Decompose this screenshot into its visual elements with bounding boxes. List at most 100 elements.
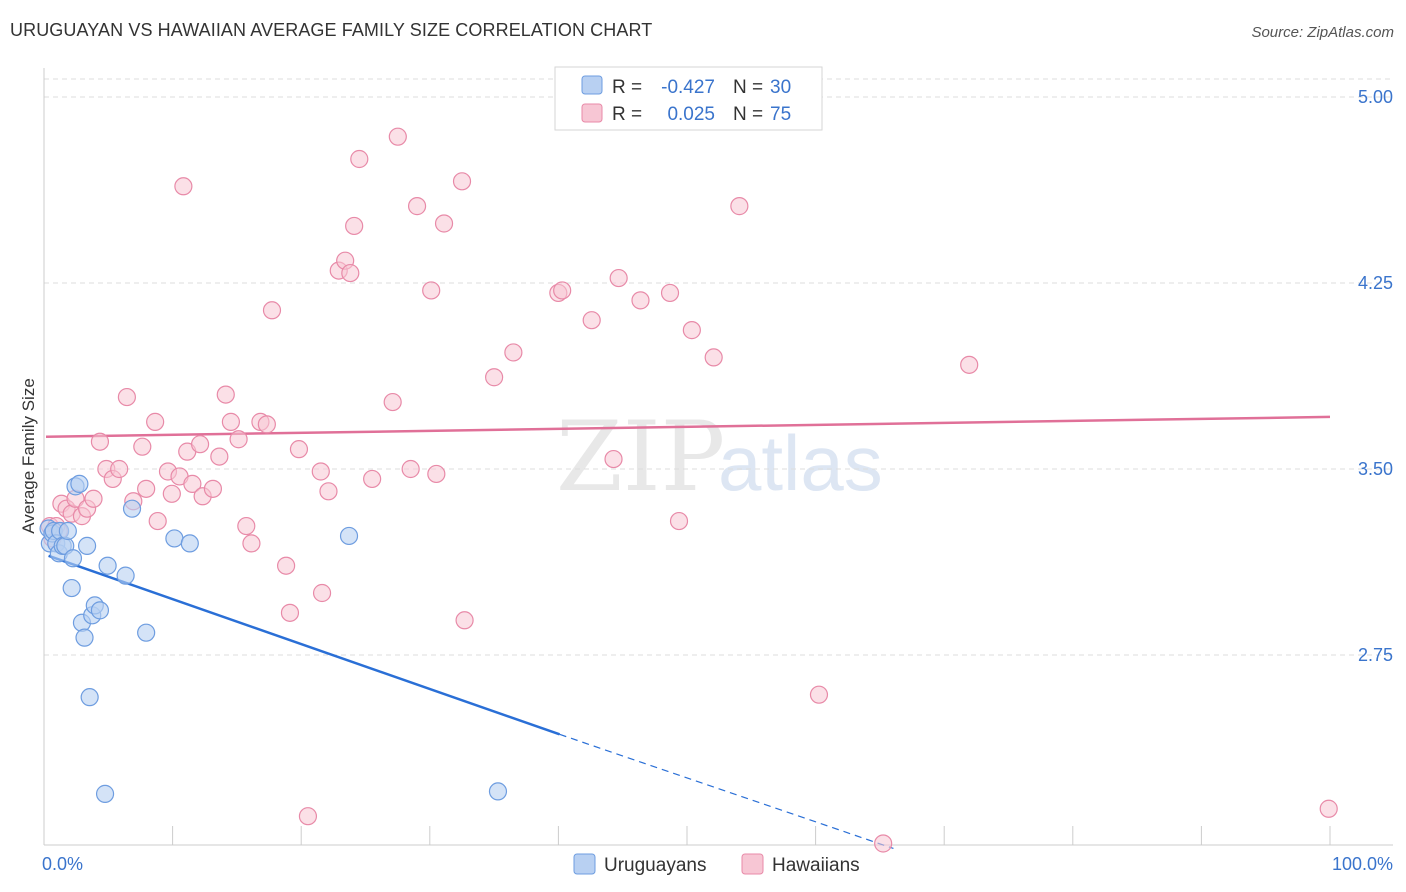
point-uruguayans: [62, 578, 81, 598]
grid-lines: [44, 78, 1393, 656]
point-hawaiians: [401, 459, 420, 479]
trend-line-uruguayans-extension: [559, 733, 894, 850]
point-hawaiians: [660, 283, 680, 303]
stats-swatch-uruguayans: [581, 75, 603, 95]
point-hawaiians: [341, 263, 360, 283]
point-hawaiians: [422, 281, 441, 300]
chart-source: Source: ZipAtlas.com: [1251, 24, 1394, 41]
point-hawaiians: [312, 583, 332, 603]
point-uruguayans: [116, 566, 135, 585]
point-hawaiians: [289, 440, 309, 459]
y-tick-label: 2.75: [1358, 645, 1393, 665]
point-hawaiians: [148, 511, 167, 531]
point-hawaiians: [604, 449, 623, 469]
point-hawaiians: [553, 281, 572, 300]
point-hawaiians: [216, 385, 235, 404]
stats-n-label-hawaiians: N =: [733, 104, 763, 125]
point-hawaiians: [221, 412, 240, 431]
stats-swatch-hawaiians: [581, 103, 603, 123]
point-uruguayans: [165, 529, 184, 548]
legend-swatch-hawaiians: [741, 853, 764, 875]
point-hawaiians: [682, 321, 701, 340]
trend-line-uruguayans: [48, 554, 561, 736]
point-hawaiians: [90, 432, 110, 451]
legend: Uruguayans Hawaiians: [573, 853, 860, 876]
stats-n-value-hawaiians: 75: [770, 104, 791, 125]
point-hawaiians: [434, 214, 454, 233]
point-hawaiians: [117, 387, 136, 407]
legend-label-hawaiians: Hawaiians: [772, 855, 860, 876]
point-hawaiians: [383, 392, 402, 412]
point-hawaiians: [84, 489, 103, 508]
point-hawaiians: [203, 479, 223, 498]
chart-title: URUGUAYAN VS HAWAIIAN AVERAGE FAMILY SIZ…: [10, 20, 653, 40]
legend-label-uruguayans: Uruguayans: [604, 855, 706, 876]
stats-n-label-uruguayans: N =: [733, 77, 763, 98]
point-hawaiians: [146, 412, 165, 431]
watermark: ZIP atlas: [556, 401, 883, 513]
point-uruguayans: [98, 556, 117, 575]
point-hawaiians: [280, 603, 300, 622]
point-uruguayans: [488, 782, 508, 801]
point-uruguayans: [90, 601, 110, 620]
point-hawaiians: [1319, 799, 1338, 818]
point-uruguayans: [70, 474, 89, 493]
point-hawaiians: [298, 807, 318, 826]
point-uruguayans: [95, 784, 115, 803]
point-hawaiians: [609, 268, 628, 288]
x-tick-marks: [172, 826, 1331, 845]
point-uruguayans: [80, 688, 99, 707]
point-hawaiians: [704, 348, 723, 367]
watermark-atlas: atlas: [718, 419, 883, 507]
point-hawaiians: [669, 511, 689, 531]
point-uruguayans: [58, 521, 77, 541]
trend-lines: [45, 415, 1331, 850]
point-hawaiians: [229, 430, 248, 449]
point-hawaiians: [183, 474, 202, 493]
stats-r-value-uruguayans: -0.427: [661, 77, 715, 98]
x-tick-label: 100.0%: [1332, 854, 1393, 874]
point-hawaiians: [190, 435, 210, 454]
x-tick-labels: 0.0% 100.0%: [42, 854, 1393, 874]
point-hawaiians: [582, 311, 601, 330]
point-hawaiians: [162, 484, 181, 503]
stats-r-label-hawaiians: R =: [612, 104, 642, 125]
point-hawaiians: [110, 459, 129, 479]
point-uruguayans: [77, 536, 97, 555]
stats-box: R = -0.427 N = 30 R = 0.025 N = 75: [554, 66, 823, 131]
y-tick-label: 4.25: [1358, 273, 1393, 293]
legend-swatch-uruguayans: [573, 853, 596, 875]
point-hawaiians: [174, 177, 193, 196]
point-hawaiians: [257, 415, 276, 434]
point-hawaiians: [730, 197, 749, 216]
x-tick-label: 0.0%: [42, 854, 83, 874]
point-hawaiians: [363, 469, 382, 489]
point-hawaiians: [242, 534, 261, 553]
trend-line-hawaiians: [45, 415, 1331, 439]
point-hawaiians: [262, 301, 282, 320]
point-hawaiians: [210, 447, 229, 466]
point-uruguayans: [63, 549, 83, 568]
point-hawaiians: [960, 355, 979, 374]
stats-n-value-uruguayans: 30: [770, 77, 791, 98]
point-hawaiians: [345, 216, 364, 236]
point-hawaiians: [452, 172, 472, 191]
point-uruguayans: [339, 526, 359, 546]
point-hawaiians: [504, 343, 523, 362]
point-hawaiians: [388, 127, 407, 146]
point-hawaiians: [133, 437, 152, 456]
stats-r-value-hawaiians: 0.025: [667, 104, 715, 125]
point-uruguayans: [75, 628, 94, 647]
point-uruguayans: [122, 499, 142, 518]
point-hawaiians: [350, 149, 369, 169]
point-hawaiians: [237, 516, 256, 536]
point-hawaiians: [809, 685, 829, 704]
y-tick-label: 5.00: [1358, 87, 1393, 107]
data-points: [39, 127, 1338, 853]
watermark-zip: ZIP: [556, 401, 725, 513]
point-hawaiians: [277, 556, 296, 575]
point-uruguayans: [137, 623, 156, 642]
y-tick-labels: 2.75 3.50 4.25 5.00: [1358, 87, 1393, 665]
stats-r-label-uruguayans: R =: [612, 77, 642, 98]
